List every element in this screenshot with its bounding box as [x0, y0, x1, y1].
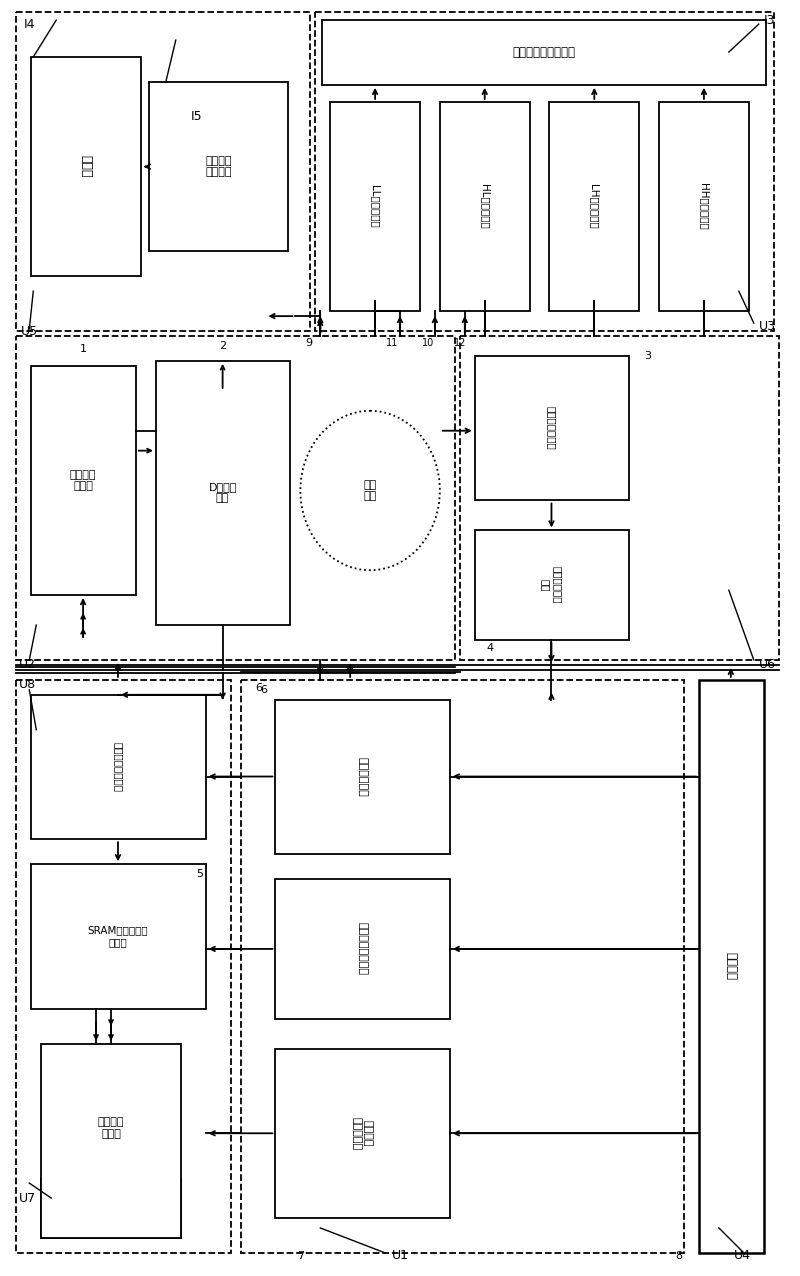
Text: LL数字滤波器: LL数字滤波器	[370, 185, 380, 228]
Bar	[42, 1178, 181, 1238]
Bar	[275, 699, 450, 854]
Text: 读写时序控制电路: 读写时序控制电路	[357, 923, 367, 975]
Bar	[474, 531, 630, 641]
Text: 显示同步
信号处理: 显示同步 信号处理	[206, 156, 232, 177]
Text: 7: 7	[297, 1250, 304, 1261]
Bar	[275, 879, 450, 1018]
Text: 8: 8	[675, 1250, 682, 1261]
Text: U8: U8	[19, 679, 37, 692]
Text: 缓冲电路: 缓冲电路	[724, 952, 738, 980]
Text: 4: 4	[486, 643, 494, 653]
Bar	[440, 102, 530, 311]
Bar	[474, 356, 630, 500]
Bar	[241, 680, 684, 1253]
Text: 10: 10	[422, 338, 434, 348]
Text: U5: U5	[22, 324, 38, 338]
Bar	[315, 13, 774, 330]
Text: 2: 2	[219, 341, 226, 351]
Bar	[460, 336, 778, 660]
Text: 数据文件
存储器: 数据文件 存储器	[98, 1118, 124, 1139]
Bar	[322, 20, 766, 85]
Bar	[275, 1049, 450, 1219]
Bar	[659, 102, 749, 311]
Text: 9: 9	[305, 338, 312, 348]
Bar	[31, 695, 206, 840]
Text: 12: 12	[454, 338, 466, 348]
Text: I4: I4	[23, 18, 35, 31]
Text: 数据排列
及命令电路: 数据排列 及命令电路	[351, 1116, 373, 1150]
Bar	[16, 13, 310, 330]
Text: 数据排序及命令电路: 数据排序及命令电路	[512, 46, 575, 59]
Text: HL数字滤波器: HL数字滤波器	[480, 184, 490, 228]
Text: HH数字滤波器: HH数字滤波器	[699, 184, 709, 230]
Text: 1: 1	[80, 345, 86, 353]
Text: LH数字滤波器: LH数字滤波器	[590, 184, 599, 228]
Text: SRAM控制信号发
生模块: SRAM控制信号发 生模块	[88, 925, 148, 947]
Text: 6: 6	[261, 685, 267, 695]
Text: 乒乓
操作: 乒乓 操作	[363, 480, 377, 501]
Text: 数据流监测电路: 数据流监测电路	[546, 406, 557, 449]
Text: U4: U4	[734, 1249, 751, 1262]
Bar	[16, 680, 230, 1253]
Text: U3: U3	[758, 319, 776, 333]
Text: 显示屏: 显示屏	[79, 156, 93, 177]
Text: U1: U1	[391, 1249, 409, 1262]
Bar	[42, 1044, 181, 1238]
Text: 5: 5	[196, 869, 202, 879]
Text: 11: 11	[386, 338, 398, 348]
Bar	[149, 82, 288, 251]
Text: 3: 3	[644, 351, 651, 361]
Text: 先入先出
存储器: 先入先出 存储器	[70, 470, 96, 491]
Bar	[156, 361, 290, 625]
Text: 6: 6	[255, 683, 262, 693]
Bar	[330, 102, 420, 311]
Text: U6: U6	[758, 658, 776, 671]
Text: U7: U7	[19, 1192, 37, 1205]
Text: I3: I3	[764, 14, 775, 27]
Text: 总线控制电路: 总线控制电路	[357, 757, 367, 796]
Text: D触发器
阵列: D触发器 阵列	[209, 482, 237, 503]
Bar	[31, 864, 206, 1009]
Text: U2: U2	[19, 658, 36, 671]
Bar	[699, 680, 764, 1253]
Text: 状态产生信号
电路: 状态产生信号 电路	[541, 567, 562, 604]
Bar	[31, 57, 141, 277]
Bar	[16, 336, 455, 660]
Text: 总线宽度转换单元: 总线宽度转换单元	[113, 741, 123, 791]
Text: I5: I5	[190, 110, 202, 124]
Bar	[550, 102, 639, 311]
Bar	[31, 366, 136, 595]
